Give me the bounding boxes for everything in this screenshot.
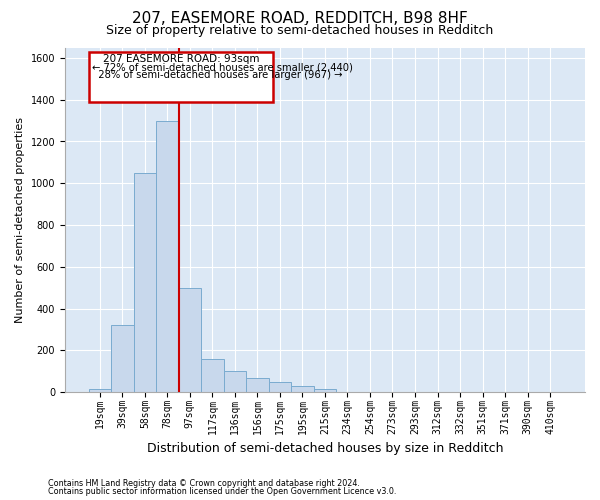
Y-axis label: Number of semi-detached properties: Number of semi-detached properties [15, 117, 25, 323]
Bar [314, 389, 336, 392]
Text: Contains public sector information licensed under the Open Government Licence v3: Contains public sector information licen… [48, 488, 397, 496]
Bar [179, 288, 201, 392]
Bar [156, 120, 179, 392]
Text: 207, EASEMORE ROAD, REDDITCH, B98 8HF: 207, EASEMORE ROAD, REDDITCH, B98 8HF [132, 11, 468, 26]
Bar [246, 378, 269, 392]
Bar [89, 389, 111, 392]
Bar [134, 173, 156, 392]
Bar [111, 326, 134, 392]
Bar [291, 386, 314, 392]
Text: 207 EASEMORE ROAD: 93sqm: 207 EASEMORE ROAD: 93sqm [103, 54, 259, 64]
Text: Size of property relative to semi-detached houses in Redditch: Size of property relative to semi-detach… [106, 24, 494, 37]
Bar [269, 382, 291, 392]
Bar [201, 358, 224, 392]
Text: 28% of semi-detached houses are larger (967) →: 28% of semi-detached houses are larger (… [92, 70, 343, 81]
Text: Contains HM Land Registry data © Crown copyright and database right 2024.: Contains HM Land Registry data © Crown c… [48, 478, 360, 488]
X-axis label: Distribution of semi-detached houses by size in Redditch: Distribution of semi-detached houses by … [147, 442, 503, 455]
Text: ← 72% of semi-detached houses are smaller (2,440): ← 72% of semi-detached houses are smalle… [92, 62, 353, 72]
FancyBboxPatch shape [89, 52, 273, 102]
Bar [224, 372, 246, 392]
